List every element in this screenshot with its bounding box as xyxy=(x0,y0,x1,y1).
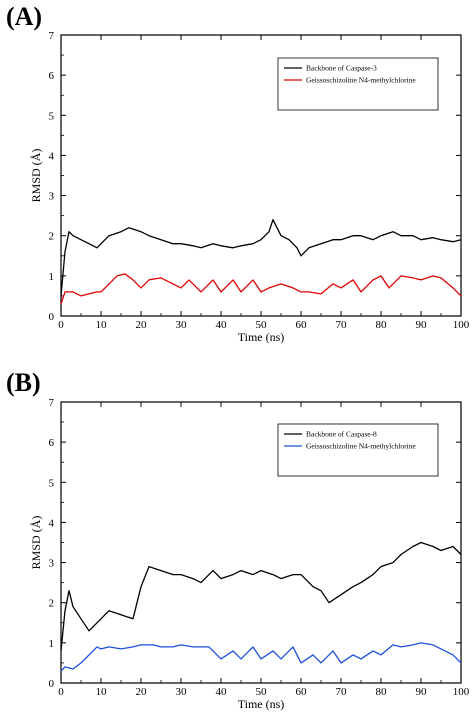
x-tick-label-b: 40 xyxy=(216,686,228,698)
x-tick-label-b: 20 xyxy=(136,686,148,698)
y-tick-label-a: 3 xyxy=(49,191,55,203)
y-tick-label-a: 6 xyxy=(49,70,55,82)
x-tick-label-b: 60 xyxy=(296,686,308,698)
legend-label-b-1: Geissoschizoline N4-methylchlorine xyxy=(306,442,416,451)
panel-a-label: (A) xyxy=(6,2,43,31)
x-tick-label-b: 70 xyxy=(336,686,348,698)
y-tick-label-a: 1 xyxy=(49,271,55,283)
x-tick-label-b: 10 xyxy=(96,686,108,698)
series-line-b-0 xyxy=(60,541,462,651)
y-tick-label-b: 3 xyxy=(49,558,55,570)
x-tick-label-a: 90 xyxy=(416,319,428,331)
y-tick-label-b: 6 xyxy=(49,437,55,449)
x-tick-label-b: 30 xyxy=(176,686,188,698)
x-tick-label-a: 80 xyxy=(376,319,388,331)
x-tick-label-a: 70 xyxy=(336,319,348,331)
legend-label-b-0: Backbone of Caspase-8 xyxy=(306,430,377,439)
x-tick-label-a: 0 xyxy=(58,319,64,331)
legend-label-a-1: Geissoschizoline N4-methylchlorine xyxy=(306,76,416,85)
series-line-a-0 xyxy=(60,219,462,296)
y-tick-label-b: 5 xyxy=(49,477,55,489)
x-tick-label-a: 60 xyxy=(296,319,308,331)
y-tick-label-a: 7 xyxy=(49,30,55,42)
legend-label-a-0: Backbone of Caspase-3 xyxy=(306,64,377,73)
y-tick-label-a: 2 xyxy=(49,231,55,243)
y-tick-label-b: 2 xyxy=(49,598,55,610)
x-axis-title-a: Time (ns) xyxy=(238,330,285,344)
x-tick-label-a: 50 xyxy=(256,319,268,331)
y-tick-label-b: 0 xyxy=(49,678,55,690)
y-tick-label-b: 7 xyxy=(49,397,55,409)
x-tick-label-b: 80 xyxy=(376,686,388,698)
y-tick-label-a: 5 xyxy=(49,110,55,122)
y-axis-title-b: RMSD (Å) xyxy=(29,516,43,570)
x-tick-label-b: 0 xyxy=(58,686,64,698)
y-tick-label-a: 0 xyxy=(49,311,55,323)
x-tick-label-b: 50 xyxy=(256,686,268,698)
legend-box-b xyxy=(277,423,439,477)
series-line-b-1 xyxy=(60,642,462,672)
x-tick-label-a: 100 xyxy=(453,319,470,331)
series-line-a-1 xyxy=(60,273,462,305)
legend-box-a xyxy=(277,57,439,111)
y-tick-label-a: 4 xyxy=(49,150,55,162)
x-tick-label-a: 20 xyxy=(136,319,148,331)
y-tick-label-b: 4 xyxy=(49,517,55,529)
x-tick-label-b: 90 xyxy=(416,686,428,698)
panel-b-label: (B) xyxy=(6,368,41,397)
x-tick-label-b: 100 xyxy=(453,686,470,698)
x-axis-title-b: Time (ns) xyxy=(238,697,285,711)
x-tick-label-a: 40 xyxy=(216,319,228,331)
y-tick-label-b: 1 xyxy=(49,638,55,650)
y-axis-title-a: RMSD (Å) xyxy=(29,149,43,203)
x-tick-label-a: 30 xyxy=(176,319,188,331)
x-tick-label-a: 10 xyxy=(96,319,108,331)
